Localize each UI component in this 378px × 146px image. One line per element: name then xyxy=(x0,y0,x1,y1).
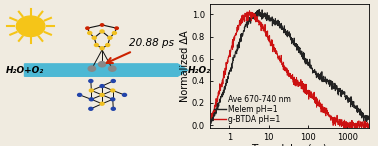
Circle shape xyxy=(115,27,118,29)
Circle shape xyxy=(88,32,92,34)
Circle shape xyxy=(98,62,106,67)
Circle shape xyxy=(89,107,93,110)
Circle shape xyxy=(94,44,98,46)
Circle shape xyxy=(111,98,115,101)
Circle shape xyxy=(92,36,96,39)
X-axis label: Time delay (ps): Time delay (ps) xyxy=(251,144,327,146)
Circle shape xyxy=(122,93,127,96)
Circle shape xyxy=(89,89,93,92)
Text: H₂O+O₂: H₂O+O₂ xyxy=(6,66,44,75)
Circle shape xyxy=(111,80,115,82)
Circle shape xyxy=(111,89,115,92)
Circle shape xyxy=(100,102,104,105)
Circle shape xyxy=(86,27,89,29)
Circle shape xyxy=(89,80,93,82)
Circle shape xyxy=(100,93,104,96)
Circle shape xyxy=(88,66,96,71)
Circle shape xyxy=(112,32,116,34)
Text: H₂O₂: H₂O₂ xyxy=(188,66,211,75)
Circle shape xyxy=(100,85,104,87)
Circle shape xyxy=(108,36,112,39)
Legend: Ave 670-740 nm, Melem pH=1, g-BTDA pH=1: Ave 670-740 nm, Melem pH=1, g-BTDA pH=1 xyxy=(214,94,292,125)
Circle shape xyxy=(100,30,104,33)
Y-axis label: Normalized ΔA: Normalized ΔA xyxy=(180,31,190,102)
Circle shape xyxy=(16,16,45,36)
FancyArrow shape xyxy=(25,64,188,76)
Circle shape xyxy=(101,24,104,26)
Circle shape xyxy=(111,107,115,110)
Circle shape xyxy=(106,44,110,46)
Circle shape xyxy=(108,66,116,71)
Circle shape xyxy=(100,47,104,50)
Circle shape xyxy=(89,98,93,101)
Text: 20.88 ps: 20.88 ps xyxy=(129,38,174,48)
Circle shape xyxy=(77,93,82,96)
